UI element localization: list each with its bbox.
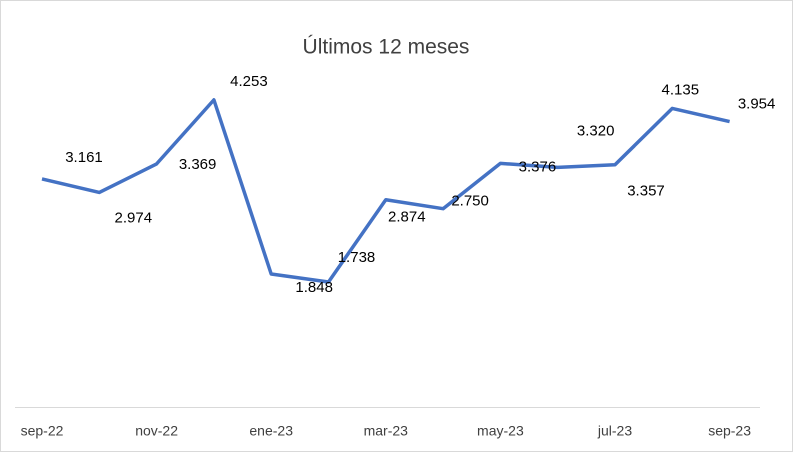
x-tick-label: sep-23 bbox=[708, 423, 751, 439]
data-label: 3.954 bbox=[738, 95, 776, 112]
x-tick-label: ene-23 bbox=[249, 423, 293, 439]
data-label: 3.369 bbox=[179, 156, 217, 173]
data-label: 3.161 bbox=[65, 149, 103, 166]
data-label: 3.376 bbox=[519, 158, 557, 175]
x-tick-label: nov-22 bbox=[135, 423, 178, 439]
x-tick-label: jul-23 bbox=[597, 423, 632, 439]
data-label: 3.320 bbox=[577, 122, 615, 139]
x-tick-label: sep-22 bbox=[21, 423, 64, 439]
line-series bbox=[41, 98, 730, 284]
data-label: 4.253 bbox=[230, 73, 268, 90]
chart-title: Últimos 12 meses bbox=[303, 36, 470, 59]
data-label: 1.848 bbox=[295, 279, 333, 296]
data-label: 4.135 bbox=[662, 81, 700, 98]
x-tick-label: may-23 bbox=[477, 423, 524, 439]
data-label: 2.974 bbox=[115, 209, 153, 226]
data-label: 3.357 bbox=[627, 183, 665, 200]
data-label: 1.738 bbox=[338, 249, 376, 266]
data-label: 2.750 bbox=[451, 193, 489, 210]
x-tick-label: mar-23 bbox=[364, 423, 409, 439]
data-label: 2.874 bbox=[388, 209, 426, 226]
